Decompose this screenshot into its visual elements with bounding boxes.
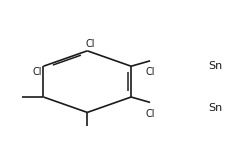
Text: Cl: Cl: [145, 67, 154, 77]
Text: Cl: Cl: [85, 39, 94, 49]
Text: Cl: Cl: [145, 109, 154, 119]
Text: Sn: Sn: [208, 61, 222, 71]
Text: Sn: Sn: [208, 103, 222, 113]
Text: Cl: Cl: [32, 67, 42, 77]
